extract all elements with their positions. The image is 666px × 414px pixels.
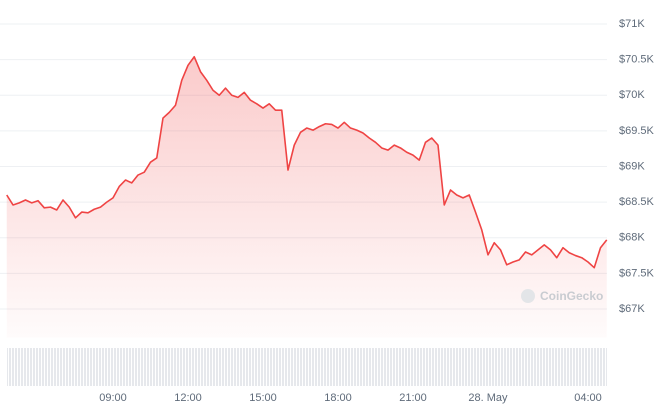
area [6,56,607,338]
watermark-text: CoinGecko [540,289,603,303]
y-tick-label: $67K [619,303,645,315]
x-tick-label: 09:00 [99,392,127,404]
x-tick-label: 12:00 [174,392,202,404]
y-tick-label: $68K [619,232,645,244]
volume-band [7,348,607,386]
x-tick-label: 21:00 [399,392,427,404]
y-tick-label: $70.5K [619,54,655,66]
y-tick-label: $71K [619,18,645,30]
watermark: CoinGecko [521,289,603,303]
y-tick-label: $68.5K [619,196,655,208]
y-tick-label: $69.5K [619,125,655,137]
x-tick-label: 15:00 [249,392,277,404]
y-tick-label: $70K [619,89,645,101]
price-line [6,55,608,269]
x-tick-label: 28. May [468,392,508,404]
x-tick-label: 18:00 [324,392,352,404]
y-tick-label: $69K [619,160,645,172]
x-tick-label: 04:00 [574,392,602,404]
y-tick-label: $67.5K [619,267,655,279]
